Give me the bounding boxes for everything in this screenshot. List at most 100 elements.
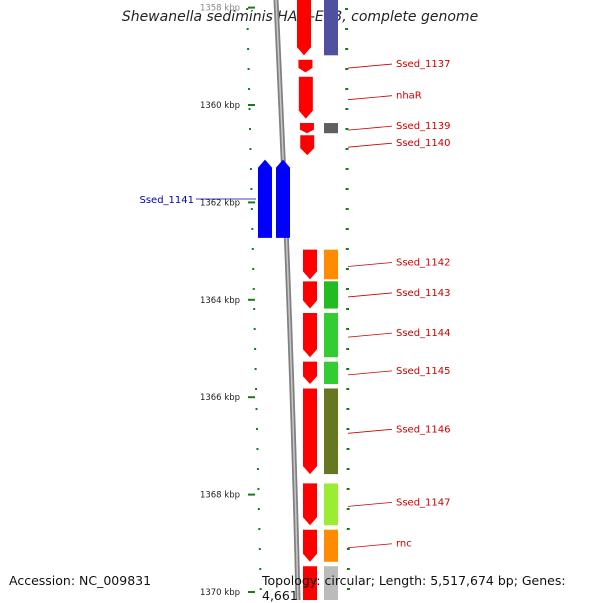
gene-arrow-forward bbox=[303, 566, 317, 600]
minor-tick-right bbox=[346, 328, 350, 330]
tick-label: 1362 kbp bbox=[200, 198, 240, 208]
gene-label: Ssed_1139 bbox=[396, 121, 451, 132]
minor-tick-left bbox=[251, 248, 254, 250]
gene-label: Ssed_1146 bbox=[396, 424, 451, 435]
genome-backbone bbox=[273, 0, 301, 600]
minor-tick-right bbox=[345, 168, 349, 170]
gene-label: Ssed_1142 bbox=[396, 257, 451, 268]
gene-arrow-forward bbox=[303, 281, 317, 309]
minor-tick-right bbox=[345, 88, 349, 90]
gene-cog-box bbox=[324, 388, 338, 475]
accession-label: Accession: NC_009831 bbox=[9, 573, 152, 588]
minor-tick-left bbox=[247, 48, 250, 50]
gene-label: Ssed_1141 bbox=[139, 195, 194, 206]
minor-tick-left bbox=[248, 88, 251, 90]
minor-tick-left bbox=[252, 288, 255, 290]
major-tick bbox=[248, 104, 255, 106]
minor-tick-right bbox=[346, 488, 350, 490]
minor-tick-left bbox=[253, 308, 256, 310]
minor-tick-left bbox=[248, 128, 251, 130]
gene-label-leader bbox=[347, 125, 393, 131]
gene-arrow-forward bbox=[298, 76, 313, 119]
minor-tick-left bbox=[259, 588, 262, 590]
gene-arrow-forward bbox=[302, 249, 317, 280]
gene-label-leader bbox=[347, 370, 393, 376]
minor-tick-right bbox=[346, 368, 350, 370]
gene-arrow-reverse bbox=[276, 159, 290, 238]
minor-tick-left bbox=[247, 68, 250, 70]
gene-arrow-forward bbox=[303, 361, 317, 385]
gene-label: Ssed_1140 bbox=[396, 138, 451, 149]
genome-summary: Topology: circular; Length: 5,517,674 bp… bbox=[262, 573, 566, 603]
gene-cog-box bbox=[324, 0, 338, 56]
minor-tick-left bbox=[254, 348, 257, 350]
major-tick bbox=[248, 298, 255, 301]
gene-label: nhaR bbox=[396, 91, 422, 102]
gene-label: Ssed_1144 bbox=[396, 328, 451, 339]
minor-tick-right bbox=[345, 208, 349, 210]
minor-tick-left bbox=[259, 568, 262, 570]
gene-cog-box bbox=[324, 281, 338, 309]
tick-label: 1370 kbp bbox=[200, 588, 240, 598]
gene-label-leader bbox=[347, 428, 393, 434]
gene-label-leader bbox=[347, 543, 393, 549]
minor-tick-right bbox=[346, 468, 350, 470]
minor-tick-left bbox=[253, 328, 256, 330]
major-tick bbox=[248, 591, 255, 593]
major-tick bbox=[248, 201, 255, 204]
minor-tick-right bbox=[346, 388, 350, 390]
tick-label: 1366 kbp bbox=[200, 393, 240, 403]
gene-cog-box bbox=[324, 249, 338, 280]
minor-tick-right bbox=[346, 308, 350, 310]
minor-tick-left bbox=[256, 468, 259, 470]
gene-arrow-forward bbox=[297, 0, 311, 56]
minor-tick-right bbox=[345, 228, 349, 230]
gene-label-leader bbox=[347, 95, 393, 101]
gene-cog-box bbox=[324, 483, 338, 526]
minor-tick-right bbox=[345, 68, 349, 70]
minor-tick-left bbox=[255, 388, 258, 390]
gene-label-leader bbox=[347, 501, 393, 507]
gene-cog-box bbox=[324, 361, 338, 385]
minor-tick-right bbox=[345, 28, 349, 30]
minor-tick-left bbox=[246, 28, 249, 30]
gene-label-leader bbox=[347, 262, 393, 267]
gene-arrow-forward bbox=[303, 312, 317, 358]
minor-tick-left bbox=[257, 488, 260, 490]
minor-tick-right bbox=[345, 288, 349, 290]
gene-label-leader bbox=[347, 332, 393, 338]
minor-tick-left bbox=[252, 268, 255, 270]
minor-tick-right bbox=[346, 428, 350, 430]
gene-arrow-forward bbox=[299, 123, 314, 134]
gene-label-leader bbox=[347, 292, 393, 298]
minor-tick-left bbox=[249, 168, 252, 170]
gene-cog-box bbox=[324, 566, 338, 600]
minor-tick-left bbox=[250, 208, 253, 210]
minor-tick-right bbox=[345, 248, 349, 250]
minor-tick-left bbox=[255, 408, 258, 410]
minor-tick-right bbox=[345, 188, 349, 190]
minor-tick-right bbox=[345, 268, 349, 270]
tick-label: 1368 kbp bbox=[200, 491, 240, 501]
minor-tick-left bbox=[254, 368, 257, 370]
minor-tick-left bbox=[255, 428, 258, 430]
major-tick bbox=[248, 493, 255, 496]
minor-tick-left bbox=[258, 548, 261, 550]
gene-label: Ssed_1143 bbox=[396, 288, 451, 299]
gene-cog-box bbox=[324, 529, 338, 562]
tick-label: 1358 kbp bbox=[200, 4, 240, 14]
minor-tick-right bbox=[345, 48, 349, 50]
gene-arrow-forward bbox=[303, 388, 317, 475]
minor-tick-right bbox=[346, 568, 350, 570]
gene-arrow-forward bbox=[300, 135, 315, 156]
minor-tick-left bbox=[250, 188, 253, 190]
minor-tick-right bbox=[346, 528, 350, 530]
gene-arrow-reverse bbox=[258, 159, 272, 238]
minor-tick-left bbox=[257, 508, 260, 510]
major-tick bbox=[248, 6, 255, 9]
gene-label: Ssed_1145 bbox=[396, 366, 451, 377]
gene-label: rnc bbox=[396, 539, 412, 550]
minor-tick-left bbox=[258, 528, 261, 530]
